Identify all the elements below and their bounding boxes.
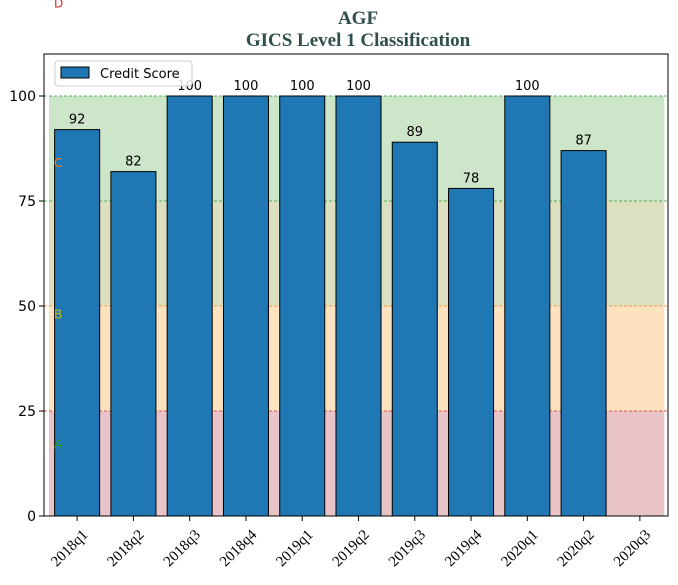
bar-label-2019q1: 100 xyxy=(290,79,315,94)
x-tick-label: 2018q3 xyxy=(161,527,204,570)
x-tick-label: 2018q1 xyxy=(48,527,91,570)
chart-subtitle: GICS Level 1 Classification xyxy=(246,30,471,51)
bar-2020q2 xyxy=(560,150,607,517)
x-tick-label: 2020q2 xyxy=(555,527,598,570)
x-tick-label: 2019q3 xyxy=(386,527,429,570)
bar-label-2019q3: 89 xyxy=(406,125,423,140)
y-tick-label: 0 xyxy=(27,509,36,525)
bar-label-2018q2: 82 xyxy=(125,155,142,170)
band-letter-labels: A B C D xyxy=(54,0,63,452)
y-tick-label: 25 xyxy=(18,404,36,420)
band-label-c: C xyxy=(54,156,62,170)
band-label-b: B xyxy=(54,307,62,321)
bar-label-2019q4: 78 xyxy=(463,171,480,186)
bar-2018q1 xyxy=(54,129,101,517)
bar-label-2019q2: 100 xyxy=(346,79,371,94)
bar-2020q1 xyxy=(504,95,551,517)
bar-2018q4 xyxy=(222,95,269,517)
bar-2019q3 xyxy=(391,141,438,517)
bar-2019q4 xyxy=(448,187,495,517)
bar-label-2018q1: 92 xyxy=(69,113,86,128)
x-tick-label: 2018q4 xyxy=(217,527,260,570)
x-tick-label: 2020q1 xyxy=(498,527,541,570)
x-tick-label: 2019q4 xyxy=(442,527,485,570)
legend-swatch-credit-score xyxy=(60,66,90,79)
band-label-a: A xyxy=(54,438,63,452)
bar-series xyxy=(54,95,607,517)
bar-label-2020q1: 100 xyxy=(515,79,540,94)
plot-area-frame xyxy=(43,53,669,517)
bar-2019q2 xyxy=(335,95,382,517)
y-tick-label: 100 xyxy=(9,89,36,105)
x-tick-label: 2018q2 xyxy=(105,527,148,570)
bar-2019q1 xyxy=(279,95,326,517)
y-tick-label: 50 xyxy=(18,299,36,315)
legend-label-credit-score: Credit Score xyxy=(100,67,180,82)
x-axis-ticks: 2018q1 2018q2 2018q3 2018q4 2019q1 2019q2 2019… xyxy=(48,516,654,570)
x-tick-label: 2019q1 xyxy=(273,527,316,570)
bar-2018q3 xyxy=(166,95,213,517)
bar-label-2018q4: 100 xyxy=(234,79,259,94)
x-tick-label: 2019q2 xyxy=(330,527,373,570)
y-tick-label: 75 xyxy=(18,194,36,210)
y-axis-ticks: 0 25 50 75 100 xyxy=(9,89,44,525)
x-tick-label: 2020q3 xyxy=(611,527,654,570)
band-label-d: D xyxy=(54,0,63,11)
bar-label-2020q2: 87 xyxy=(575,134,592,149)
bar-2018q2 xyxy=(110,171,157,517)
legend: Credit Score xyxy=(54,60,193,87)
chart-title: AGF xyxy=(338,8,378,29)
